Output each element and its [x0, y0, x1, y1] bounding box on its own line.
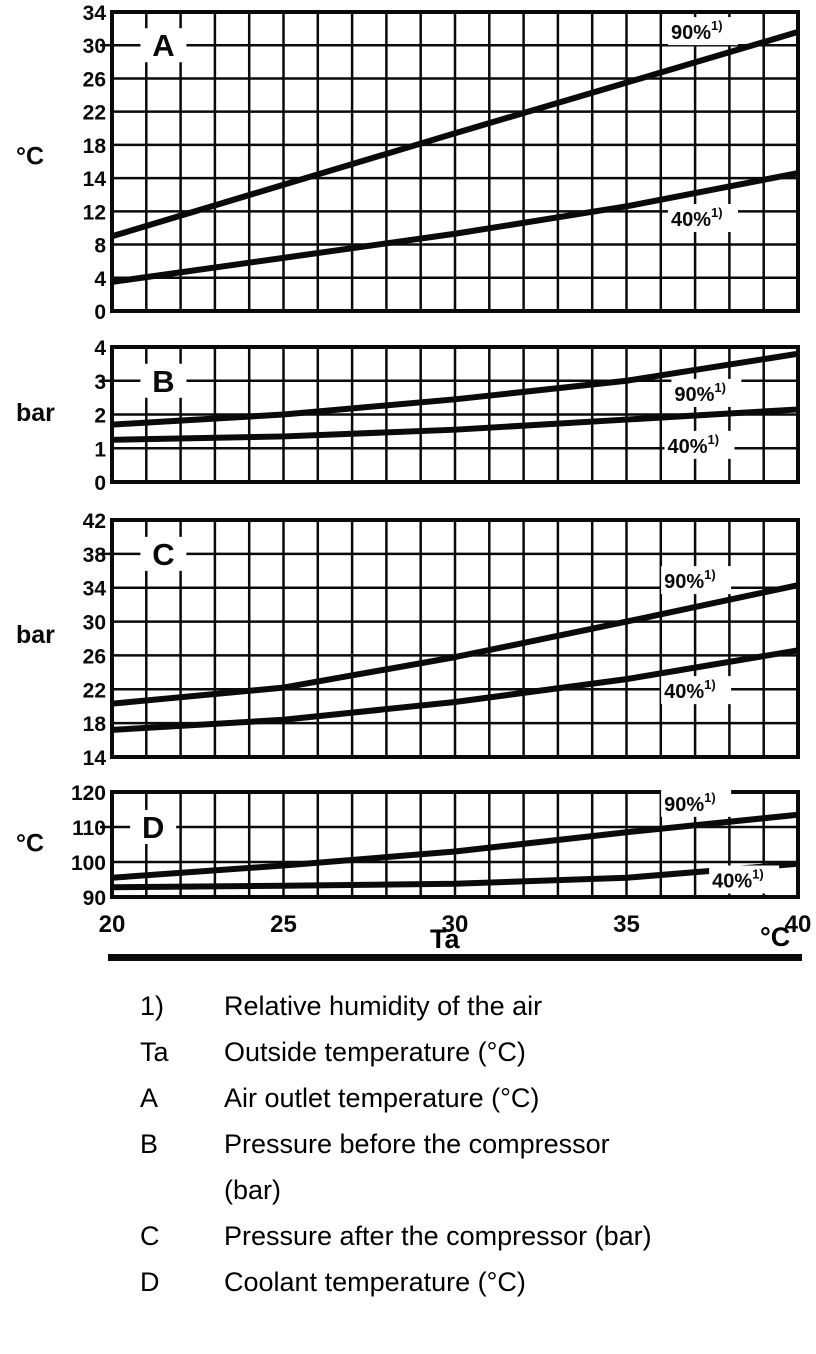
- panel-letter: D: [142, 810, 164, 845]
- y-tick-label: 18: [83, 713, 107, 736]
- plot-border: [110, 790, 800, 899]
- plot-border: [110, 518, 800, 759]
- curve-40pct: [111, 406, 799, 443]
- legend-item-ta: Ta Outside temperature (°C): [0, 1029, 816, 1075]
- legend-term: B: [140, 1129, 159, 1159]
- y-tick-label: 34: [83, 578, 107, 601]
- y-tick-label: 4: [94, 337, 106, 360]
- panel-letter-box: [140, 536, 187, 571]
- legend-item-a: A Air outlet temperature (°C): [0, 1075, 816, 1121]
- y-tick-label: 26: [83, 645, 106, 668]
- y-tick-label: 90: [83, 887, 106, 910]
- legend-definition: Coolant temperature (°C): [224, 1267, 526, 1297]
- legend: 1) Relative humidity of the air Ta Outsi…: [0, 983, 816, 1305]
- y-tick-label: 1: [94, 438, 106, 461]
- series-label-box: [661, 788, 732, 817]
- y-tick-label: 26: [83, 68, 106, 91]
- y-tick-label: 22: [83, 679, 106, 702]
- x-axis-title: Ta: [430, 924, 460, 954]
- series-label-box: [661, 566, 732, 595]
- y-tick-label: 30: [83, 35, 106, 58]
- x-tick-label: 25: [270, 911, 297, 938]
- y-tick-label: 8: [94, 235, 106, 258]
- curve-40pct: [111, 647, 799, 733]
- panel-letter: C: [152, 537, 174, 572]
- legend-term: Ta: [140, 1037, 169, 1067]
- y-tick-label: 120: [71, 782, 106, 805]
- y-tick-label: 22: [83, 102, 106, 125]
- y-axis-unit: °C: [16, 143, 44, 171]
- y-tick-label: 38: [83, 544, 107, 567]
- curve-40pct: [111, 170, 799, 285]
- x-tick-label: 20: [99, 911, 126, 938]
- curve-90pct: [111, 29, 799, 240]
- curve-90pct: [111, 811, 799, 881]
- legend-item-d: D Coolant temperature (°C): [0, 1259, 816, 1305]
- legend-definition: Pressure before the compressor (bar): [224, 1129, 610, 1205]
- panel-letter-box: [130, 810, 177, 844]
- legend-term: C: [140, 1221, 160, 1251]
- x-tick-label: 40: [785, 911, 812, 938]
- series-label-box: [667, 203, 738, 232]
- legend-term: 1): [140, 991, 165, 1021]
- legend-term: A: [140, 1083, 159, 1113]
- legend-definition: Pressure after the compressor (bar): [224, 1221, 652, 1251]
- legend-item-footnote: 1) Relative humidity of the air: [0, 983, 816, 1029]
- y-tick-label: 0: [94, 472, 106, 495]
- legend-item-c: C Pressure after the compressor (bar): [0, 1213, 816, 1259]
- y-tick-label: 14: [83, 168, 107, 191]
- y-tick-label: 18: [83, 135, 107, 158]
- y-axis-unit: bar: [16, 621, 55, 649]
- series-label-box: [664, 430, 735, 459]
- y-tick-label: 30: [83, 612, 106, 635]
- plot-border: [110, 345, 800, 484]
- legend-term: D: [140, 1267, 160, 1297]
- y-tick-label: 110: [72, 817, 106, 840]
- y-tick-label: 42: [83, 510, 106, 533]
- y-tick-label: 3: [94, 371, 106, 394]
- y-tick-label: 34: [83, 2, 107, 25]
- series-label-box: [667, 17, 738, 46]
- y-tick-label: 4: [94, 268, 106, 291]
- x-tick-label: 30: [442, 911, 469, 938]
- panel-letter-box: [140, 28, 187, 63]
- y-tick-label: 100: [71, 852, 106, 875]
- curve-40pct: [111, 860, 799, 891]
- plot-border: [110, 10, 800, 313]
- panel-letter-box: [140, 363, 187, 398]
- series-label-box: [709, 865, 780, 894]
- curve-90pct: [111, 350, 799, 428]
- y-axis-unit: bar: [16, 399, 55, 427]
- y-tick-label: 0: [94, 301, 106, 324]
- y-tick-label: 2: [94, 405, 106, 428]
- series-label-box: [671, 378, 742, 407]
- panel-letter: A: [152, 28, 174, 63]
- legend-definition: Outside temperature (°C): [224, 1037, 526, 1067]
- legend-item-b: B Pressure before the compressor (bar): [0, 1121, 816, 1213]
- panel-letter: B: [152, 364, 174, 399]
- y-axis-unit: °C: [16, 829, 44, 857]
- x-axis-unit: °C: [760, 922, 791, 952]
- legend-definition: Relative humidity of the air: [224, 991, 543, 1021]
- y-tick-label: 14: [83, 747, 107, 770]
- legend-definition: Air outlet temperature (°C): [224, 1083, 540, 1113]
- y-tick-label: 12: [83, 201, 106, 224]
- curve-90pct: [111, 582, 799, 707]
- series-label-box: [661, 676, 732, 705]
- x-tick-label: 35: [613, 911, 640, 938]
- axis-underline-rule: [108, 954, 802, 961]
